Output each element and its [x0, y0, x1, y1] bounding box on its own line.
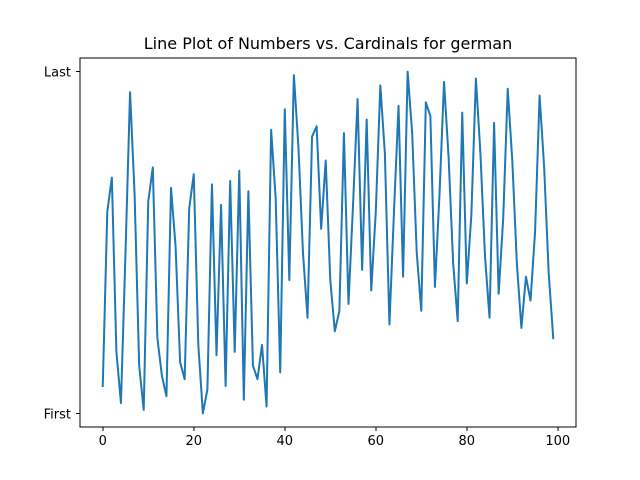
y-tick-label: Last	[44, 66, 71, 81]
axes-frame	[79, 57, 577, 428]
x-axis: 0 20 40 60 80 100	[99, 427, 570, 449]
x-tick-label: 20	[185, 434, 202, 449]
x-tick-label: 40	[276, 434, 293, 449]
x-tick-label: 60	[368, 434, 385, 449]
plot-area	[101, 70, 555, 415]
y-axis: First Last	[44, 66, 80, 422]
series-line-0	[101, 70, 555, 415]
y-tick-label: First	[44, 407, 71, 422]
x-tick-label: 80	[459, 434, 476, 449]
x-tick-label: 0	[99, 434, 107, 449]
x-tick-label: 100	[545, 434, 570, 449]
chart-title: Line Plot of Numbers vs. Cardinals for g…	[144, 34, 512, 53]
